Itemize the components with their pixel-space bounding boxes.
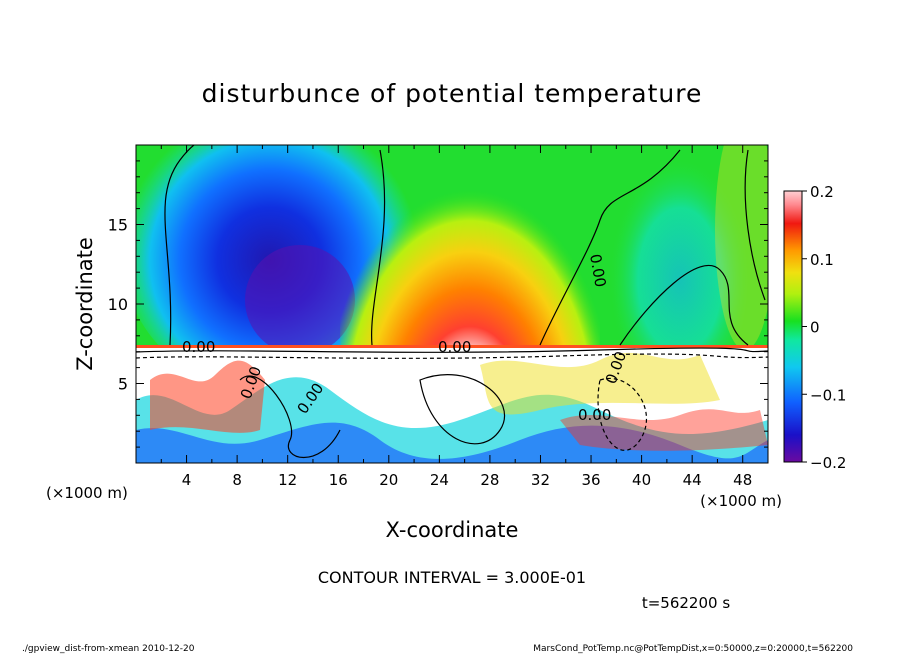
y-axis-ticks: 5 10 15 <box>108 160 768 448</box>
x-tick-label: 16 <box>329 471 348 489</box>
y-axis-label: Z-coordinate <box>73 237 97 371</box>
y-axis-unit: (×1000 m) <box>46 484 128 502</box>
chart-title: disturbunce of potential temperature <box>202 79 703 108</box>
y-tick-label: 15 <box>108 216 128 235</box>
inversion-line <box>136 345 768 348</box>
contour-zero-edge <box>744 149 766 301</box>
turbulent-band-3 <box>150 360 265 433</box>
contour-label: 0.00 <box>586 253 610 289</box>
y-tick-label: 5 <box>118 375 128 394</box>
time-text: t=562200 s <box>642 594 730 612</box>
colorbar <box>783 190 803 463</box>
x-tick-label: 4 <box>182 471 192 489</box>
contour-label: 0.00 <box>438 338 471 356</box>
plot-area <box>136 145 768 463</box>
footer-left: ./gpview_dist-from-xmean 2010-12-20 <box>22 644 195 654</box>
contour-label: 0.00 <box>182 338 215 356</box>
x-axis-label: X-coordinate <box>386 518 519 542</box>
x-tick-label: 32 <box>531 471 550 489</box>
cold-anomaly-core <box>245 245 355 355</box>
x-tick-label: 8 <box>232 471 242 489</box>
x-tick-label: 40 <box>632 471 651 489</box>
contour-interval-text: CONTOUR INTERVAL = 3.000E-01 <box>318 568 586 587</box>
turbulent-band-5 <box>560 409 768 451</box>
x-tick-label: 20 <box>379 471 398 489</box>
x-tick-label: 12 <box>278 471 297 489</box>
turbulent-band-4 <box>480 352 720 415</box>
colorbar-tick-label: 0.2 <box>810 183 834 201</box>
x-tick-label: 48 <box>733 471 752 489</box>
warm-anomaly-region <box>340 145 600 463</box>
contour-layer-4 <box>419 374 506 445</box>
colorbar-tick-label: 0.1 <box>810 251 834 269</box>
contour-zero-mid <box>370 149 386 346</box>
contour-zero-far-right <box>619 264 749 346</box>
turbulent-band-2 <box>136 422 768 463</box>
y-tick-label: 10 <box>108 295 128 314</box>
x-tick-label: 24 <box>430 471 449 489</box>
colorbar-tick-label: 0 <box>810 319 820 337</box>
footer-right: MarsCond_PotTemp.nc@PotTempDist,x=0:5000… <box>533 644 853 654</box>
contour-zero-right <box>539 149 681 346</box>
x-axis-ticks: 4 8 12 16 20 24 28 32 36 40 44 48 <box>160 145 752 489</box>
x-tick-label: 28 <box>480 471 499 489</box>
contour-label: 0.00 <box>578 406 611 424</box>
x-tick-label: 44 <box>683 471 702 489</box>
x-tick-label: 36 <box>581 471 600 489</box>
colorbar-ticks: 0.2 0.1 0 −0.1 −0.2 <box>802 183 846 472</box>
warm-anomaly-right <box>715 145 768 350</box>
colorbar-tick-label: −0.2 <box>810 454 846 472</box>
contour-layer-1 <box>136 347 768 353</box>
contour-layer-5 <box>597 377 647 451</box>
contour-lines <box>136 145 768 458</box>
cool-anomaly-right <box>610 160 750 400</box>
contour-layer-3 <box>239 375 341 458</box>
contour-zero-left <box>164 145 260 346</box>
x-axis-unit: (×1000 m) <box>700 492 782 510</box>
colorbar-tick-label: −0.1 <box>810 386 846 404</box>
contour-layer-2 <box>136 353 768 359</box>
